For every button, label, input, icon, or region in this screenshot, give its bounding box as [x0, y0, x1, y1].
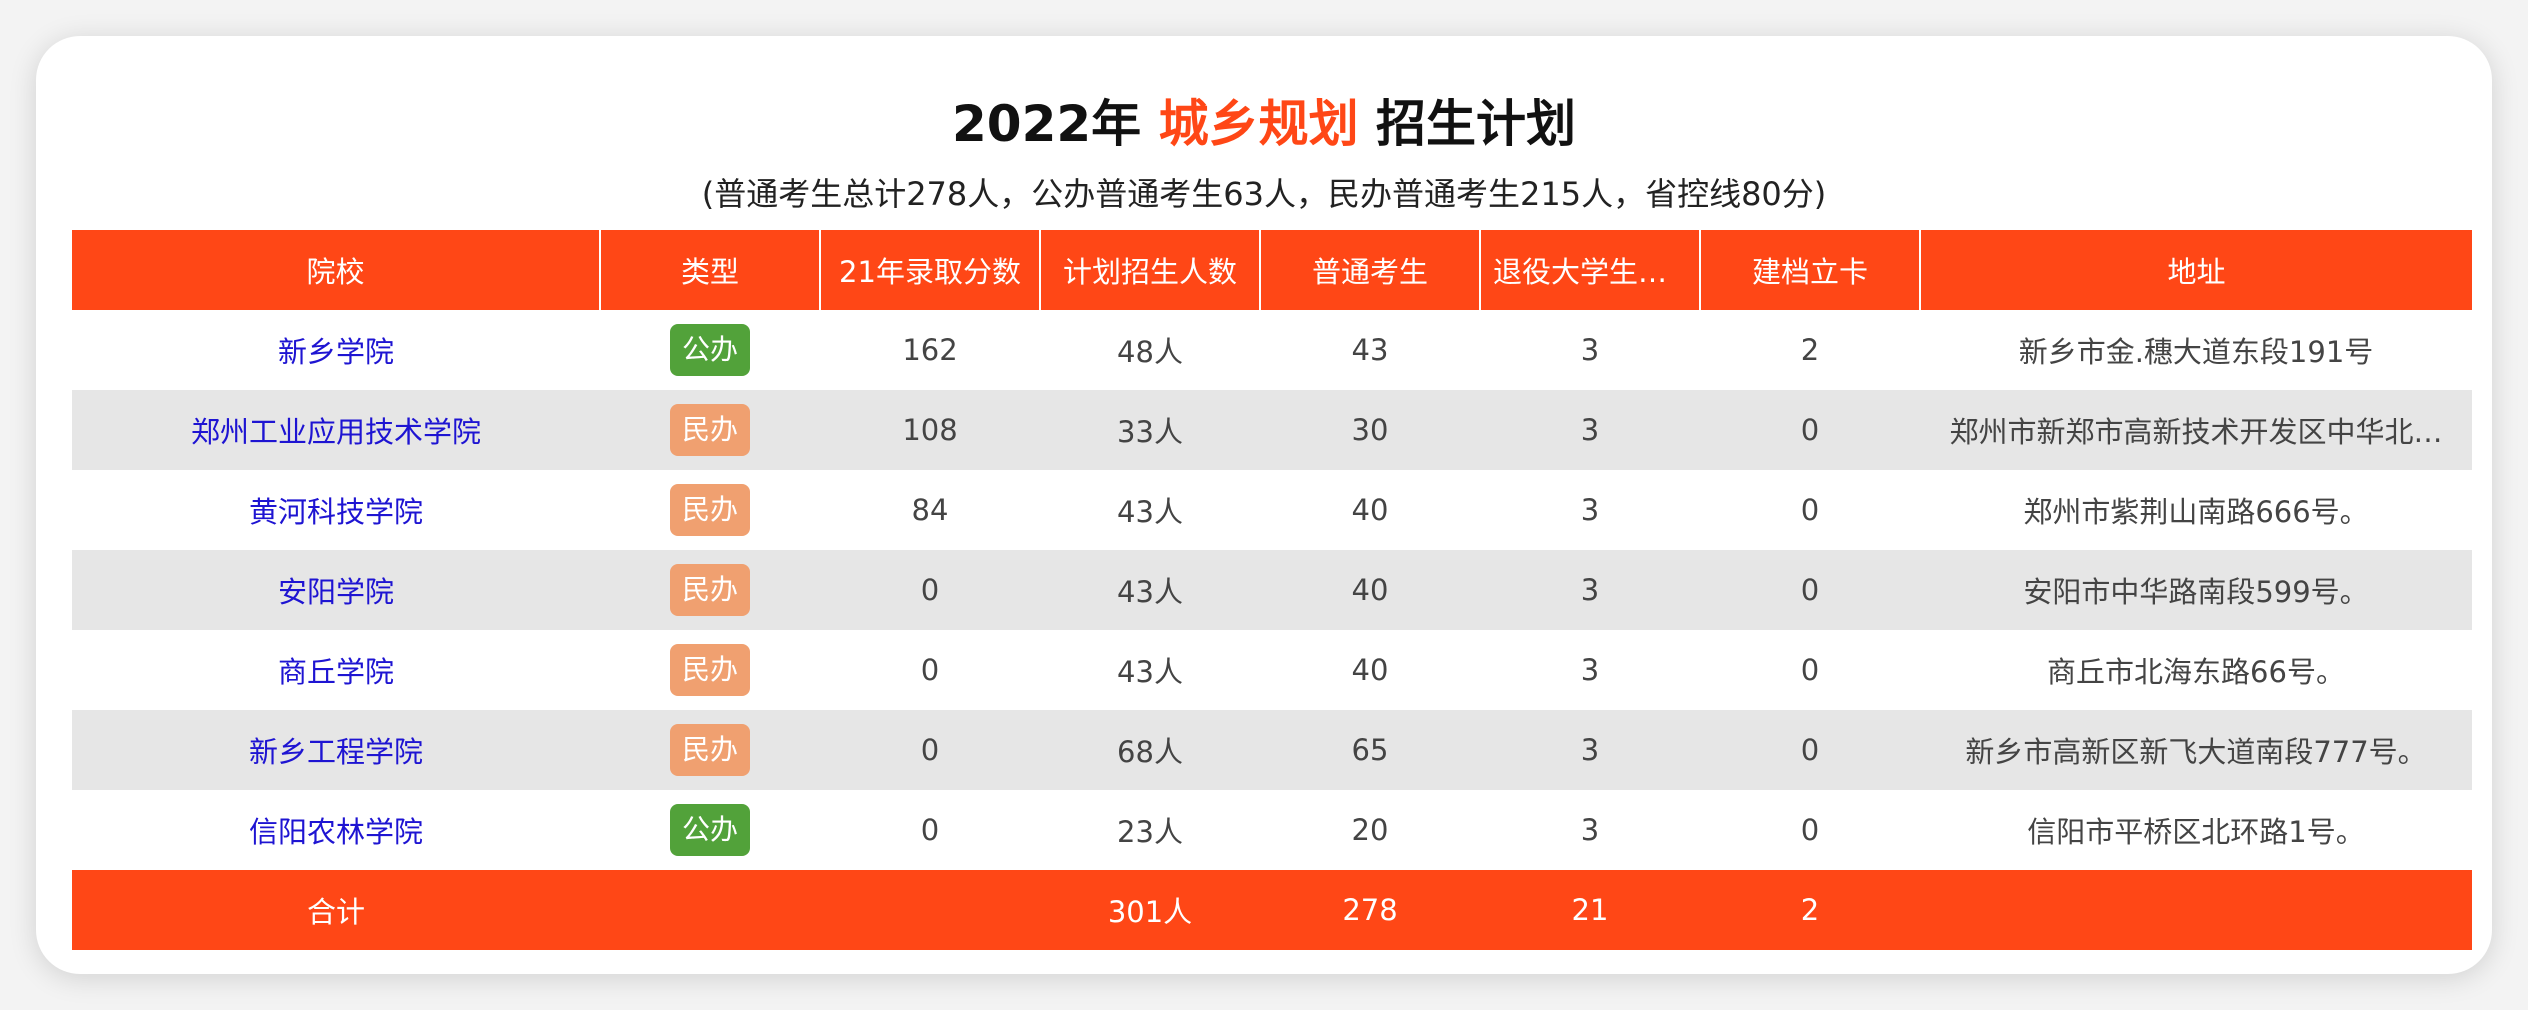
poverty-cell: 0	[1800, 653, 1820, 687]
regular-cell: 20	[1351, 813, 1389, 847]
plan-cell: 23人	[1117, 815, 1183, 849]
regular-cell: 40	[1351, 493, 1389, 527]
veteran-cell: 3	[1580, 493, 1600, 527]
title-year: 2022年	[951, 95, 1142, 153]
score-cell: 84	[911, 493, 949, 527]
poverty-cell: 0	[1800, 413, 1820, 447]
veteran-cell: 3	[1580, 413, 1600, 447]
regular-cell: 40	[1351, 573, 1389, 607]
enrollment-card: 2022年 城乡规划 招生计划 (普通考生总计278人，公办普通考生63人，民办…	[36, 36, 2492, 974]
school-link[interactable]: 黄河科技学院	[248, 495, 423, 529]
plan-cell: 33人	[1117, 415, 1183, 449]
plan-cell: 68人	[1117, 735, 1183, 769]
plan-cell: 43人	[1117, 655, 1183, 689]
score-cell: 108	[902, 413, 958, 447]
plan-cell: 43人	[1117, 495, 1183, 529]
type-badge: 民办	[670, 644, 750, 696]
school-link[interactable]: 新乡学院	[277, 335, 394, 369]
type-cell: 民办	[600, 710, 820, 790]
type-cell: 公办	[600, 790, 820, 870]
enrollment-table: 院校 类型 21年录取分数 计划招生人数 普通考生 退役大学生士兵 建档立卡 地…	[72, 230, 2472, 950]
total-label: 合计	[306, 895, 365, 929]
address-cell: 新乡市高新区新飞大道南段777号。	[1965, 735, 2427, 769]
type-cell: 民办	[600, 550, 820, 630]
veteran-cell: 3	[1580, 733, 1600, 767]
table-row: 信阳农林学院 公办 0 23人 20 3 0 信阳市平桥区北环路1号。	[72, 790, 2472, 870]
address-cell: 郑州市紫荆山南路666号。	[2023, 495, 2369, 529]
total-type	[600, 870, 820, 950]
veteran-cell: 3	[1580, 333, 1600, 367]
poverty-cell: 0	[1800, 493, 1820, 527]
type-cell: 民办	[600, 630, 820, 710]
plan-cell: 48人	[1117, 335, 1183, 369]
total-veteran: 21	[1571, 893, 1609, 927]
score-cell: 0	[920, 653, 940, 687]
type-badge: 民办	[670, 564, 750, 616]
veteran-cell: 3	[1580, 813, 1600, 847]
table-row: 安阳学院 民办 0 43人 40 3 0 安阳市中华路南段599号。	[72, 550, 2472, 630]
table-header-row: 院校 类型 21年录取分数 计划招生人数 普通考生 退役大学生士兵 建档立卡 地…	[72, 230, 2472, 310]
type-badge: 民办	[670, 484, 750, 536]
summary-subtitle: (普通考生总计278人，公办普通考生63人，民办普通考生215人，省控线80分)	[701, 175, 1827, 213]
header-poverty: 建档立卡	[1700, 230, 1921, 310]
regular-cell: 30	[1351, 413, 1389, 447]
school-link[interactable]: 安阳学院	[277, 575, 394, 609]
school-link[interactable]: 信阳农林学院	[248, 815, 423, 849]
plan-cell: 43人	[1117, 575, 1183, 609]
table-total-row: 合计 301人 278 21 2	[72, 870, 2472, 950]
table-row: 黄河科技学院 民办 84 43人 40 3 0 郑州市紫荆山南路666号。	[72, 470, 2472, 550]
total-score	[820, 870, 1040, 950]
school-link[interactable]: 新乡工程学院	[248, 735, 423, 769]
header-address: 地址	[2167, 255, 2226, 289]
type-badge: 民办	[670, 404, 750, 456]
total-poverty: 2	[1800, 893, 1820, 927]
address-cell: 郑州市新郑市高新技术开发区中华北…	[1949, 415, 2443, 449]
type-cell: 民办	[600, 390, 820, 470]
address-cell: 信阳市平桥区北环路1号。	[2027, 815, 2365, 849]
header-score: 21年录取分数	[820, 230, 1041, 310]
title-major: 城乡规划	[1158, 95, 1359, 153]
type-cell: 民办	[600, 470, 820, 550]
address-cell: 安阳市中华路南段599号。	[2023, 575, 2369, 609]
poverty-cell: 0	[1800, 573, 1820, 607]
score-cell: 0	[920, 813, 940, 847]
veteran-cell: 3	[1580, 653, 1600, 687]
table-row: 新乡工程学院 民办 0 68人 65 3 0 新乡市高新区新飞大道南段777号。	[72, 710, 2472, 790]
page-title: 2022年 城乡规划 招生计划	[36, 84, 2492, 164]
header-regular: 普通考生	[1260, 230, 1481, 310]
type-cell: 公办	[600, 310, 820, 390]
regular-cell: 65	[1351, 733, 1389, 767]
school-link[interactable]: 商丘学院	[277, 655, 394, 689]
address-cell: 新乡市金.穗大道东段191号	[2018, 335, 2374, 369]
header-school: 院校	[72, 230, 601, 310]
school-link[interactable]: 郑州工业应用技术学院	[190, 415, 481, 449]
total-plan: 301人	[1107, 895, 1193, 929]
regular-cell: 40	[1351, 653, 1389, 687]
type-badge: 公办	[670, 324, 750, 376]
veteran-cell: 3	[1580, 573, 1600, 607]
title-suffix: 招生计划	[1376, 95, 1576, 153]
total-regular: 278	[1342, 893, 1398, 927]
type-badge: 民办	[670, 724, 750, 776]
poverty-cell: 0	[1800, 733, 1820, 767]
header-plan: 计划招生人数	[1040, 230, 1261, 310]
header-veteran: 退役大学生士兵	[1480, 230, 1701, 310]
score-cell: 0	[920, 733, 940, 767]
header-type: 类型	[600, 230, 821, 310]
table-row: 新乡学院 公办 162 48人 43 3 2 新乡市金.穗大道东段191号	[72, 310, 2472, 390]
table-row: 郑州工业应用技术学院 民办 108 33人 30 3 0 郑州市新郑市高新技术开发区中华北…	[72, 390, 2472, 470]
type-badge: 公办	[670, 804, 750, 856]
poverty-cell: 0	[1800, 813, 1820, 847]
address-cell: 商丘市北海东路66号。	[2047, 655, 2345, 689]
regular-cell: 43	[1351, 333, 1389, 367]
table-row: 商丘学院 民办 0 43人 40 3 0 商丘市北海东路66号。	[72, 630, 2472, 710]
poverty-cell: 2	[1800, 333, 1820, 367]
score-cell: 0	[920, 573, 940, 607]
total-address	[1920, 870, 2472, 950]
score-cell: 162	[902, 333, 958, 367]
